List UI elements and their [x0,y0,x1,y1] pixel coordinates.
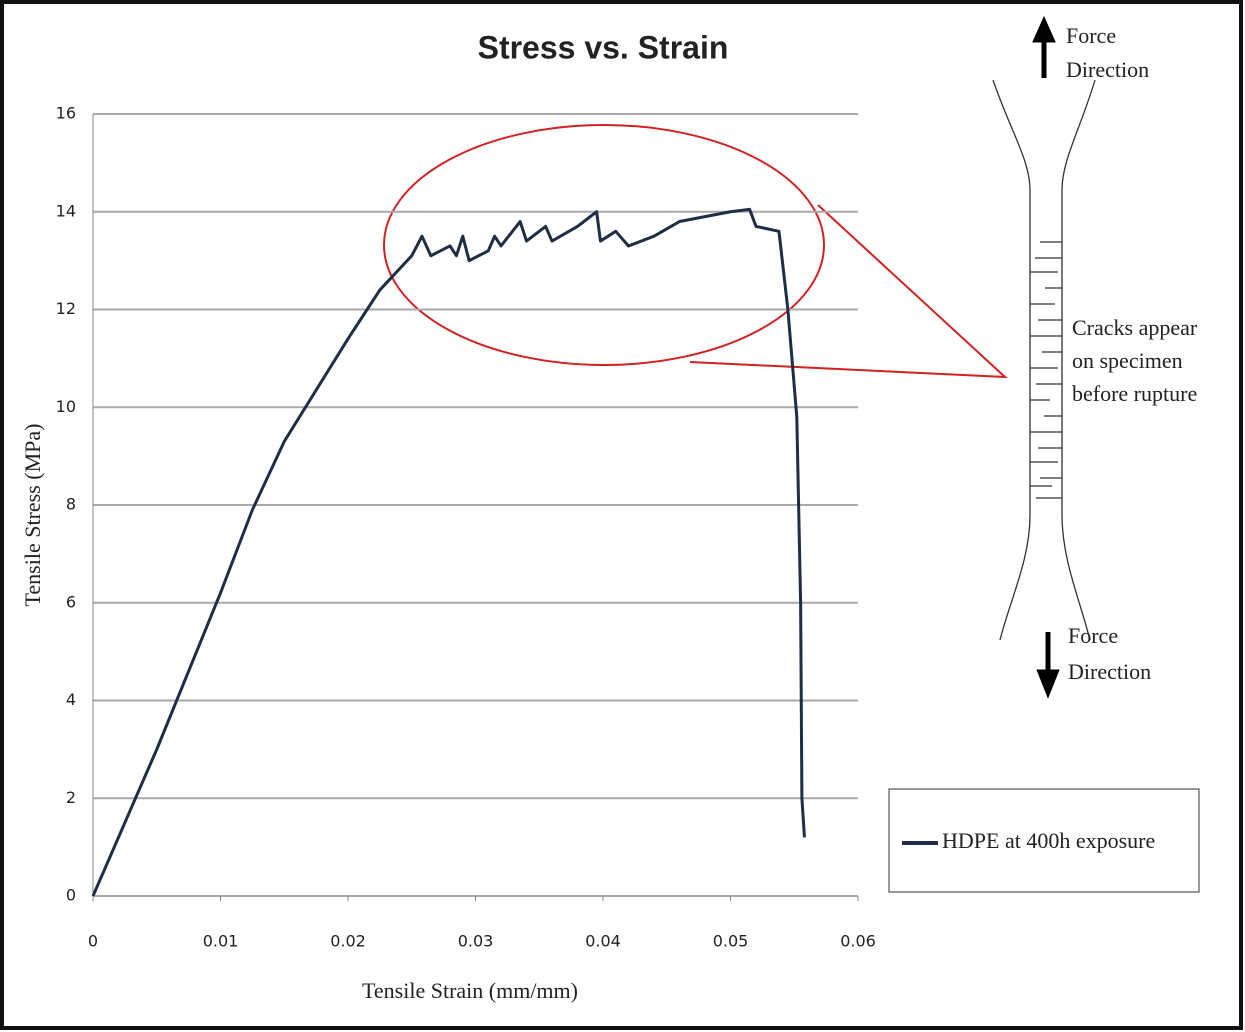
annotation-text: Cracks appear [1072,315,1198,340]
chart: Stress vs. Strain Tensile Strain (mm/mm)… [0,0,1245,1032]
annotation-text: on specimen [1072,348,1183,373]
x-tick-label: 0.05 [713,932,749,951]
y-tick-label: 6 [66,592,76,611]
y-tick-label: 16 [56,104,76,123]
page: {"chart_data": {"type": "line", "title":… [0,0,1245,1032]
y-tick-label: 2 [66,788,76,807]
annotation-text: Force [1068,623,1118,648]
x-tick-label: 0.02 [330,932,366,951]
x-tick-label: 0.03 [458,932,494,951]
annotation-text: before rupture [1072,381,1197,406]
x-tick-label: 0.01 [203,932,239,951]
y-tick-label: 0 [66,886,76,905]
y-axis-label: Tensile Stress (MPa) [20,424,45,607]
y-tick-label: 4 [66,690,76,709]
y-tick-label: 10 [56,397,76,416]
x-tick-label: 0 [88,932,98,951]
annotation-text: Force [1066,23,1116,48]
chart-title: Stress vs. Strain [478,29,729,65]
x-tick-label: 0.04 [585,932,621,951]
x-tick-label: 0.06 [840,932,876,951]
x-axis-label: Tensile Strain (mm/mm) [362,978,578,1003]
annotation-text: Direction [1066,57,1149,82]
y-tick-label: 8 [66,495,76,514]
y-tick-label: 14 [56,201,76,220]
legend-label: HDPE at 400h exposure [942,828,1155,853]
annotation-text: Direction [1068,659,1151,684]
y-tick-label: 12 [56,299,76,318]
